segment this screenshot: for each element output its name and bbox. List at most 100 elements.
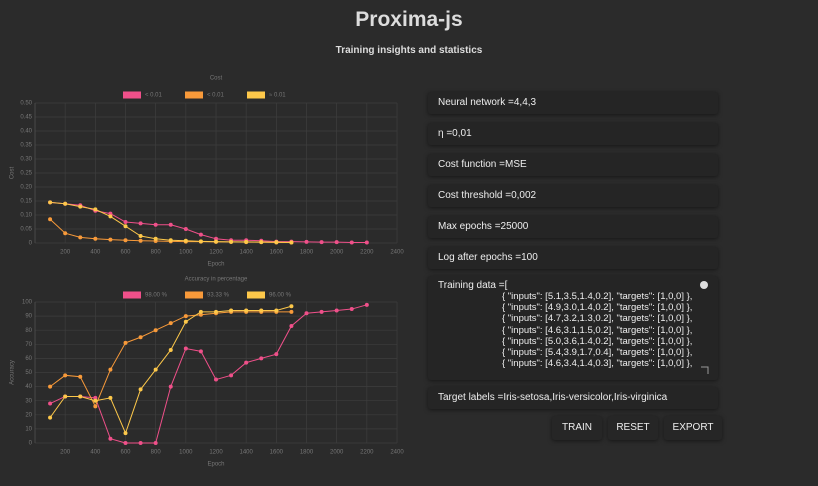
- y-tick-label: 0.05: [20, 227, 32, 233]
- setting: Cost threshold =0,002: [428, 185, 718, 207]
- data-point: [153, 328, 158, 333]
- y-tick-label: 20: [25, 412, 32, 418]
- data-point: [349, 240, 354, 245]
- series-line: [49, 304, 367, 444]
- button[interactable]: TRAIN: [552, 416, 602, 440]
- charts: Cost < 0.01 < 0.01 ≈ 0.01 0 0.05 0.10 0.15 0.20 0…: [10, 76, 405, 468]
- data-point: [153, 441, 158, 445]
- y-tick-label: 0.40: [20, 129, 32, 135]
- data-point: [78, 394, 83, 399]
- y-axis-label: Accuracy: [10, 360, 16, 385]
- y-tick-label: 80: [25, 328, 32, 334]
- legend-swatch: [247, 291, 265, 299]
- target-labels: Target labels =Iris-setosa,Iris-versicol…: [428, 387, 718, 409]
- x-tick-label: 2400: [390, 450, 404, 456]
- data-point: [48, 200, 53, 205]
- y-tick-label: 50: [25, 370, 32, 376]
- data-point: [123, 441, 128, 445]
- x-tick-label: 1600: [270, 250, 284, 256]
- data-point: [63, 373, 68, 378]
- x-tick-label: 1200: [209, 250, 223, 256]
- data-point: [168, 238, 173, 243]
- data-point: [304, 239, 309, 244]
- legend-label: < 0.01: [207, 93, 225, 99]
- data-point: [48, 384, 53, 389]
- x-tick-label: 1000: [179, 250, 193, 256]
- data-point: [334, 240, 339, 245]
- x-tick-label: 2000: [330, 250, 344, 256]
- data-point: [123, 220, 128, 224]
- legend-label: 96.00 %: [269, 293, 292, 299]
- data-point: [183, 346, 188, 351]
- data-point: [183, 319, 188, 324]
- training-data-lines: { "inputs": [5.1,3.5,1.4,0.2], "targets"…: [502, 291, 718, 369]
- y-tick-label: 40: [25, 384, 32, 390]
- button[interactable]: RESET: [608, 416, 658, 440]
- setting: η =0,01: [428, 123, 718, 145]
- data-point: [153, 236, 158, 241]
- data-point: [274, 308, 279, 313]
- x-tick-label: 2400: [390, 250, 404, 256]
- legend-label: < 0.01: [145, 93, 163, 99]
- data-point: [63, 201, 68, 206]
- y-tick-label: 60: [25, 356, 32, 362]
- data-point: [319, 309, 324, 314]
- scroll-dot: [700, 281, 708, 289]
- data-point: [63, 231, 68, 236]
- data-point: [198, 349, 203, 354]
- data-point: [364, 240, 369, 245]
- data-point: [108, 436, 113, 441]
- data-point: [93, 395, 98, 400]
- data-point: [78, 374, 83, 379]
- setting: Log after epochs =100: [428, 247, 718, 269]
- data-point: [259, 308, 264, 313]
- y-tick-label: 0.30: [20, 157, 32, 163]
- data-point: [108, 367, 113, 372]
- data-point: [244, 360, 249, 365]
- legend-swatch: [185, 91, 203, 99]
- setting: Max epochs =25000: [428, 216, 718, 238]
- data-point: [123, 340, 128, 345]
- data-point: [229, 308, 234, 313]
- x-tick-label: 600: [120, 250, 131, 256]
- data-point: [244, 308, 249, 313]
- x-tick-label: 1800: [300, 450, 314, 456]
- data-point: [93, 207, 98, 212]
- x-tick-label: 1600: [270, 450, 284, 456]
- data-point: [214, 236, 218, 241]
- data-point: [123, 224, 128, 229]
- data-point: [168, 347, 173, 352]
- data-point: [93, 404, 98, 409]
- x-tick-label: 1000: [179, 450, 193, 456]
- data-point: [108, 395, 113, 400]
- legend-swatch: [185, 291, 203, 299]
- legend-label: ≈ 0.01: [269, 93, 286, 99]
- data-point: [93, 398, 98, 403]
- button[interactable]: EXPORT: [664, 416, 722, 440]
- data-point: [138, 221, 143, 226]
- data-point: [138, 234, 143, 238]
- data-point: [93, 236, 98, 241]
- y-axis-label: Cost: [10, 167, 16, 180]
- training-data-line: { "inputs": [5.1,3.5,1.4,0.2], "targets"…: [502, 291, 693, 302]
- data-point: [168, 222, 173, 227]
- legend-swatch: [123, 291, 141, 299]
- x-tick-label: 2000: [330, 450, 344, 456]
- setting: Neural network =4,4,3: [428, 92, 718, 114]
- legend-label: 98.00 %: [145, 293, 168, 299]
- x-axis-label: Epoch: [207, 262, 224, 268]
- x-tick-label: 200: [60, 450, 71, 456]
- setting: Cost function =MSE: [428, 154, 718, 176]
- chart-title: Accuracy in percentage: [185, 277, 248, 283]
- data-point: [214, 309, 218, 314]
- data-point: [214, 239, 218, 244]
- data-point: [123, 238, 128, 243]
- series-line: [49, 311, 292, 408]
- data-point: [63, 394, 68, 399]
- data-point: [259, 240, 264, 245]
- y-tick-label: 0.50: [20, 101, 32, 107]
- data-point: [274, 240, 279, 245]
- data-point: [198, 239, 203, 244]
- data-point: [138, 441, 143, 445]
- legend-swatch: [123, 91, 141, 99]
